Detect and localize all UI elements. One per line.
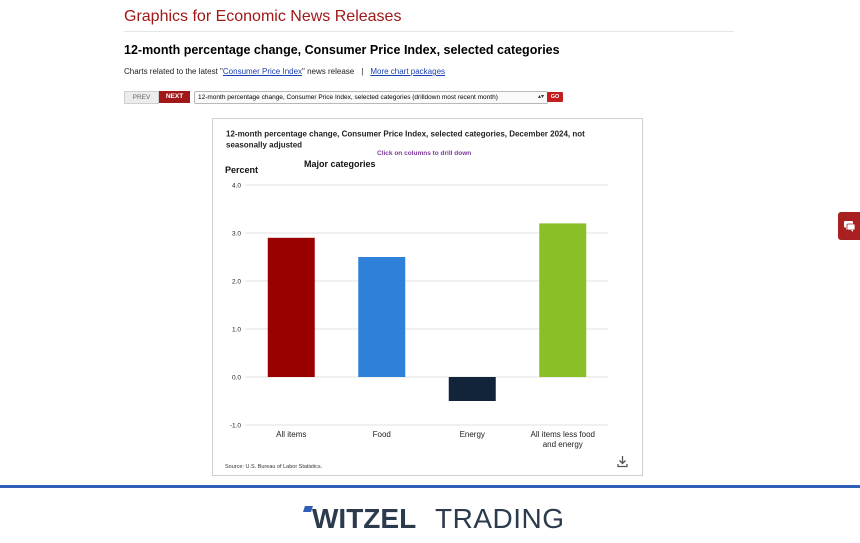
chart-title-line2: seasonally adjusted (226, 141, 302, 150)
chat-icon (844, 221, 856, 232)
separator: | (361, 67, 364, 76)
y-tick-label: 4.0 (232, 183, 241, 190)
title-divider (124, 31, 734, 32)
y-tick-label: 3.0 (232, 231, 241, 238)
next-button[interactable]: NEXT (159, 91, 190, 103)
brand-name-part1: WITZEL (312, 503, 416, 534)
x-tick-label: All items less food (531, 430, 595, 439)
chart-bars (267, 223, 587, 401)
more-chart-packages-link[interactable]: More chart packages (370, 67, 446, 76)
y-axis-ticks: 4.0 3.0 2.0 1.0 0.0 -1.0 (230, 183, 242, 430)
brand-logo: WITZEL TRADING (303, 503, 565, 534)
x-tick-label: and energy (543, 440, 583, 449)
drill-down-hint: Click on columns to drill down (377, 150, 471, 157)
related-links-row: Charts related to the latest "Consumer P… (124, 67, 445, 76)
chart-select-value: 12-month percentage change, Consumer Pri… (198, 94, 498, 101)
y-tick-label: 2.0 (232, 279, 241, 286)
y-tick-label: -1.0 (230, 423, 242, 430)
related-suffix-text: " news release (302, 67, 355, 76)
chart-select[interactable]: 12-month percentage change, Consumer Pri… (194, 91, 548, 104)
bar[interactable] (539, 223, 587, 377)
x-axis-labels: All items Food Energy All items less foodan… (276, 430, 595, 449)
bar[interactable] (448, 377, 496, 401)
related-prefix-text: Charts related to the latest " (124, 67, 223, 76)
chart-title-line1: 12-month percentage change, Consumer Pri… (226, 130, 585, 139)
x-tick-label: All items (276, 430, 306, 439)
y-tick-label: 1.0 (232, 327, 241, 334)
feedback-tab[interactable] (838, 212, 860, 240)
logo-accent-icon (303, 506, 313, 512)
footer-divider (0, 485, 860, 488)
page-title: 12-month percentage change, Consumer Pri… (124, 43, 560, 57)
y-axis-label: Percent (225, 165, 258, 175)
chart-container: 12-month percentage change, Consumer Pri… (212, 118, 643, 476)
cpi-release-link[interactable]: Consumer Price Index (222, 67, 303, 76)
download-icon[interactable] (615, 453, 630, 468)
cpi-chart: 12-month percentage change, Consumer Pri… (225, 130, 630, 470)
x-tick-label: Food (373, 430, 391, 439)
x-tick-label: Energy (460, 430, 485, 439)
brand-name-part2: TRADING (435, 503, 565, 534)
footer-banner: WITZEL TRADING (0, 488, 860, 538)
select-arrows-icon: ▴▾ (537, 94, 544, 100)
bar[interactable] (267, 237, 315, 377)
chart-source: Source: U.S. Bureau of Labor Statistics. (225, 464, 323, 470)
bar[interactable] (358, 257, 406, 377)
y-tick-label: 0.0 (232, 375, 241, 382)
chart-subtitle: Major categories (304, 159, 376, 169)
site-title: Graphics for Economic News Releases (124, 8, 402, 25)
go-button[interactable]: GO (547, 92, 563, 102)
prev-button[interactable]: PREV (124, 91, 159, 104)
